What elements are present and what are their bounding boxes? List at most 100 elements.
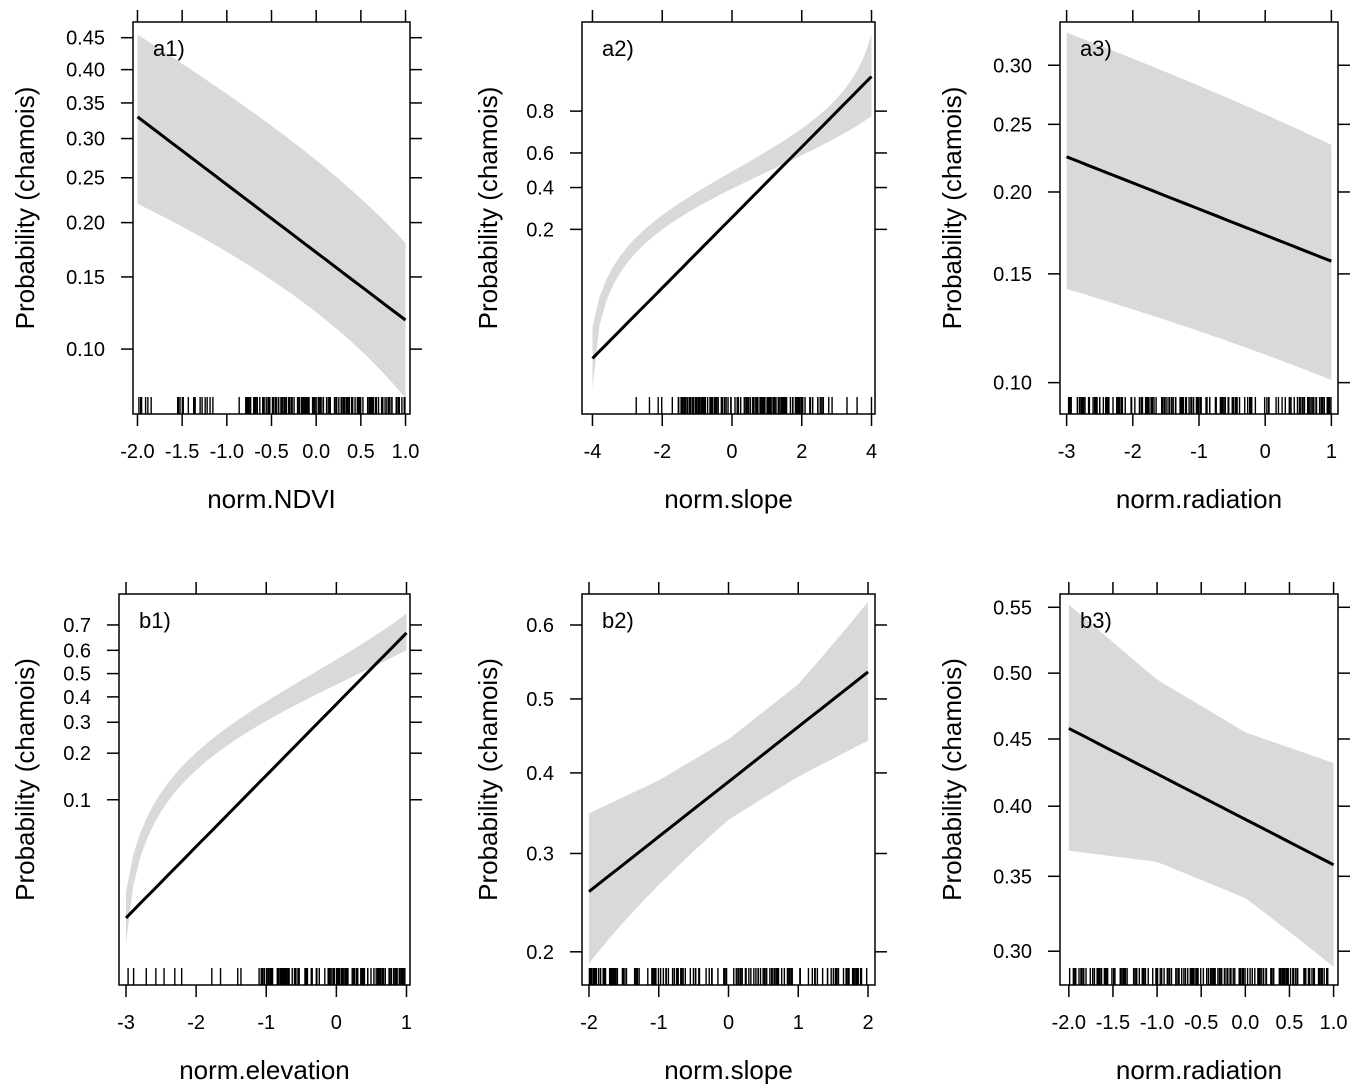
y-tick-label: 0.45 xyxy=(66,28,105,50)
x-tick-label: -0.5 xyxy=(254,441,288,463)
y-tick-label: 0.4 xyxy=(526,763,554,785)
x-tick-label: -0.5 xyxy=(1184,1012,1218,1034)
y-tick-label: 0.2 xyxy=(63,743,91,765)
fitted-line xyxy=(588,670,869,893)
confidence-band xyxy=(126,613,407,944)
panel-label: b3) xyxy=(1080,608,1112,633)
panel-label: b2) xyxy=(602,608,634,633)
y-tick-label: 0.6 xyxy=(63,640,91,662)
y-tick-label: 0.15 xyxy=(993,264,1032,286)
y-tick-label: 0.3 xyxy=(63,712,91,734)
panel-b3: -2.0 -1.5 -1.0 -0.5 0.0 0.5 1.0 0.30 0.35 0.40 0.4… xyxy=(937,582,1350,1084)
y-axis-title: Probability (chamois) xyxy=(473,658,503,901)
y-tick-label: 0.30 xyxy=(993,941,1032,963)
x-tick-label: -2 xyxy=(187,1012,205,1034)
y-tick-label: 0.5 xyxy=(526,689,554,711)
x-tick-label: 0.5 xyxy=(1276,1012,1304,1034)
x-tick-label: 2 xyxy=(862,1012,873,1034)
y-tick-label: 0.2 xyxy=(526,219,554,241)
y-tick-label: 0.20 xyxy=(66,213,105,235)
rug xyxy=(588,968,868,985)
x-tick-label: -1 xyxy=(257,1012,275,1034)
fitted-line xyxy=(124,631,408,919)
panel-label: a1) xyxy=(153,36,185,61)
y-tick-label: 0.55 xyxy=(993,597,1032,619)
x-axis-title: norm.elevation xyxy=(179,1055,350,1084)
y-tick-label: 0.8 xyxy=(526,101,554,123)
y-tick-label: 0.5 xyxy=(63,664,91,686)
x-tick-label: -1 xyxy=(1190,441,1208,463)
x-tick-label: -2 xyxy=(580,1012,598,1034)
x-tick-label: 1.0 xyxy=(392,441,420,463)
x-tick-label: -1.0 xyxy=(1140,1012,1174,1034)
x-axis-title: norm.NDVI xyxy=(207,484,336,514)
confidence-band xyxy=(1066,32,1332,380)
x-tick-label: -3 xyxy=(117,1012,135,1034)
panel-a1: -2.0 -1.5 -1.0 -0.5 0.0 0.5 1.0 0.10 0.15 0.20 0.2… xyxy=(10,10,422,514)
y-tick-label: 0.2 xyxy=(526,942,554,964)
y-axis-title: Probability (chamois) xyxy=(10,87,40,330)
y-tick-label: 0.45 xyxy=(993,729,1032,751)
x-tick-label: 0.0 xyxy=(302,441,330,463)
y-axis-title: Probability (chamois) xyxy=(473,87,503,330)
fitted-line xyxy=(136,115,407,322)
y-tick-label: 0.3 xyxy=(526,843,554,865)
panel-a3: -3 -2 -1 0 1 0.10 0.15 0.20 0.25 0.30 a3) norm.radi… xyxy=(937,10,1350,514)
plot-frame xyxy=(581,21,876,415)
x-tick-label: 0 xyxy=(723,1012,734,1034)
rug xyxy=(127,968,406,985)
y-tick-label: 0.20 xyxy=(993,182,1032,204)
x-tick-label: 2 xyxy=(796,441,807,463)
panel-a2: -4 -2 0 2 4 0.2 0.4 0.6 0.8 a2) norm.slope Probabil… xyxy=(473,10,887,514)
y-tick-label: 0.4 xyxy=(526,178,554,200)
y-tick-label: 0.35 xyxy=(66,93,105,115)
x-tick-label: -2 xyxy=(1124,441,1142,463)
y-tick-label: 0.50 xyxy=(993,663,1032,685)
y-tick-label: 0.25 xyxy=(66,168,105,190)
y-tick-label: 0.15 xyxy=(66,267,105,289)
x-axis-title: norm.radiation xyxy=(1116,1055,1282,1084)
panel-label: a3) xyxy=(1080,36,1112,61)
panel-label: b1) xyxy=(139,608,171,633)
x-tick-label: 0.0 xyxy=(1231,1012,1259,1034)
y-tick-label: 0.6 xyxy=(526,615,554,637)
x-tick-label: -1 xyxy=(650,1012,668,1034)
y-tick-label: 0.30 xyxy=(993,55,1032,77)
panel-b1: -3 -2 -1 0 1 0.1 0.2 0.3 0.40.50.6 0.7 b1) norm.ele… xyxy=(10,582,422,1084)
y-tick-label: 0.7 xyxy=(63,615,91,637)
fitted-line xyxy=(1066,155,1332,263)
x-tick-label: 0.5 xyxy=(347,441,375,463)
y-tick-label: 0.35 xyxy=(993,866,1032,888)
plot-frame xyxy=(118,593,411,986)
x-axis-title: norm.slope xyxy=(664,484,793,514)
x-tick-label: -1.0 xyxy=(210,441,244,463)
x-tick-label: -1.5 xyxy=(1096,1012,1130,1034)
y-tick-label: 0.30 xyxy=(66,129,105,151)
x-tick-label: 1 xyxy=(401,1012,412,1034)
x-tick-label: -2.0 xyxy=(1052,1012,1086,1034)
x-tick-label: 1 xyxy=(1326,441,1337,463)
x-tick-label: 0 xyxy=(331,1012,342,1034)
y-axis-title: Probability (chamois) xyxy=(10,658,40,901)
fitted-line xyxy=(1068,727,1335,867)
x-tick-label: 0 xyxy=(1260,441,1271,463)
x-tick-label: -3 xyxy=(1058,441,1076,463)
rug xyxy=(635,397,873,414)
confidence-band xyxy=(1068,604,1334,967)
y-tick-label: 0.6 xyxy=(526,143,554,165)
x-tick-label: 1 xyxy=(793,1012,804,1034)
y-tick-label: 0.10 xyxy=(993,373,1032,395)
y-tick-label: 0.4 xyxy=(63,687,91,709)
rug xyxy=(138,397,406,414)
rug xyxy=(1068,968,1329,985)
y-tick-label: 0.1 xyxy=(63,790,91,812)
confidence-band xyxy=(137,34,406,399)
x-tick-label: -2.0 xyxy=(120,441,154,463)
x-tick-label: -4 xyxy=(584,441,602,463)
rug xyxy=(1067,397,1332,414)
y-tick-label: 0.40 xyxy=(66,60,105,82)
x-tick-label: -2 xyxy=(653,441,671,463)
x-axis-title: norm.slope xyxy=(664,1055,793,1084)
x-tick-label: -1.5 xyxy=(165,441,199,463)
